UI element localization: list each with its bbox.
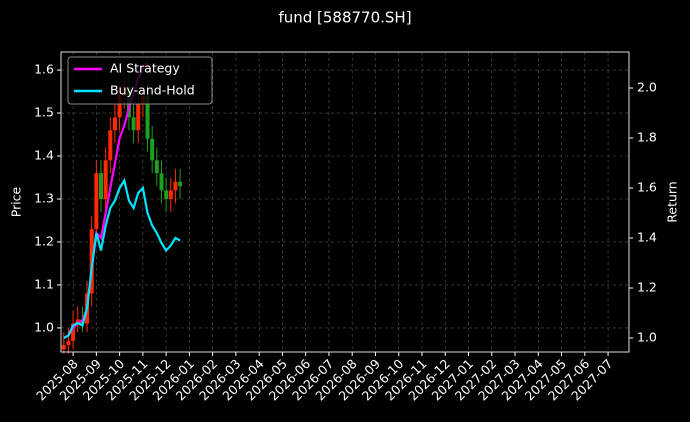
candle-body: [117, 95, 122, 118]
y2-tick-label: 1.0: [637, 330, 657, 345]
candle-body: [150, 138, 155, 161]
y2-tick-label: 1.6: [637, 180, 657, 195]
y-tick-label: 1.1: [34, 276, 54, 291]
y2-tick-label: 1.4: [637, 230, 657, 245]
candle-body: [159, 173, 164, 191]
candle-body: [136, 104, 141, 131]
y2-axis-label: Return: [665, 181, 680, 222]
y2-tick-label: 1.2: [637, 280, 657, 295]
candle-body: [103, 160, 108, 199]
y-tick-label: 1.4: [34, 148, 54, 163]
y-tick-label: 1.2: [34, 233, 54, 248]
y2-tick-label: 1.8: [637, 130, 657, 145]
y-tick-label: 1.3: [34, 190, 54, 205]
candle-body: [94, 173, 99, 230]
candle-body: [145, 95, 150, 139]
chart-title: fund [588770.SH]: [278, 9, 411, 27]
candle-body: [61, 345, 66, 350]
legend-label: AI Strategy: [110, 61, 180, 76]
y-tick-label: 1.5: [34, 105, 54, 120]
candle-body: [131, 117, 136, 131]
legend-box: [67, 56, 213, 105]
candle-body: [178, 181, 183, 187]
candle-body: [75, 319, 80, 324]
candle-body: [108, 130, 113, 161]
y-axis-label: Price: [9, 186, 24, 217]
y2-tick-label: 2.0: [637, 80, 657, 95]
plot-frame: [60, 51, 630, 353]
candle-body: [154, 160, 159, 174]
candle-body: [164, 190, 169, 199]
candle-body: [168, 190, 173, 199]
legend-label: Buy-and-Hold: [110, 83, 195, 98]
candle-body: [112, 117, 117, 131]
return-line: [63, 177, 181, 339]
candle-body: [99, 173, 104, 199]
candle-body: [66, 340, 71, 346]
candle-body: [71, 323, 76, 341]
y-tick-label: 1.0: [34, 319, 54, 334]
y-tick-label: 1.6: [34, 62, 54, 77]
candle-body: [173, 181, 178, 191]
